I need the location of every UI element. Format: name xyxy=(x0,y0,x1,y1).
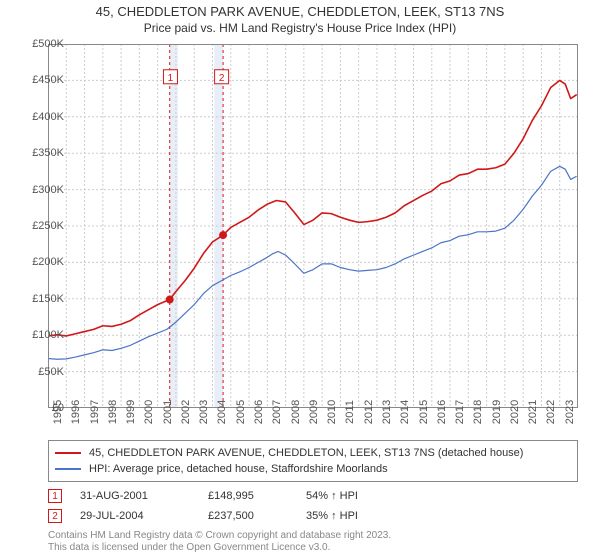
chart-title-block: 45, CHEDDLETON PARK AVENUE, CHEDDLETON, … xyxy=(0,0,600,35)
sale-row: 2 29-JUL-2004 £237,500 35% ↑ HPI xyxy=(48,506,578,526)
chart-title-line1: 45, CHEDDLETON PARK AVENUE, CHEDDLETON, … xyxy=(0,4,600,19)
legend: 45, CHEDDLETON PARK AVENUE, CHEDDLETON, … xyxy=(48,440,578,482)
legend-swatch xyxy=(55,452,81,454)
x-tick-label: 1997 xyxy=(89,400,101,424)
x-tick-label: 2019 xyxy=(491,400,503,424)
x-tick-label: 1995 xyxy=(52,400,64,424)
y-tick-label: £450K xyxy=(4,74,64,86)
x-tick-label: 2013 xyxy=(381,400,393,424)
y-tick-label: £300K xyxy=(4,184,64,196)
x-tick-label: 2002 xyxy=(180,400,192,424)
y-tick-label: £400K xyxy=(4,111,64,123)
svg-text:1: 1 xyxy=(168,73,174,84)
x-tick-label: 2007 xyxy=(271,400,283,424)
x-tick-label: 2008 xyxy=(290,400,302,424)
x-tick-label: 2022 xyxy=(545,400,557,424)
x-tick-label: 2016 xyxy=(436,400,448,424)
x-tick-label: 2012 xyxy=(363,400,375,424)
sale-row: 1 31-AUG-2001 £148,995 54% ↑ HPI xyxy=(48,486,578,506)
legend-label: 45, CHEDDLETON PARK AVENUE, CHEDDLETON, … xyxy=(89,445,523,461)
sale-date: 31-AUG-2001 xyxy=(80,490,190,502)
x-tick-label: 2023 xyxy=(564,400,576,424)
footnote-line2: This data is licensed under the Open Gov… xyxy=(48,542,578,554)
legend-row: 45, CHEDDLETON PARK AVENUE, CHEDDLETON, … xyxy=(55,445,571,461)
y-tick-label: £50K xyxy=(4,366,64,378)
x-tick-label: 2017 xyxy=(454,400,466,424)
x-tick-label: 2011 xyxy=(344,400,356,424)
x-tick-label: 2004 xyxy=(216,400,228,424)
sale-pct: 35% ↑ HPI xyxy=(306,510,396,522)
x-tick-label: 1996 xyxy=(70,400,82,424)
y-tick-label: £200K xyxy=(4,256,64,268)
x-tick-label: 2001 xyxy=(162,400,174,424)
legend-swatch xyxy=(55,468,81,470)
svg-text:2: 2 xyxy=(219,73,225,84)
sale-price: £237,500 xyxy=(208,510,288,522)
x-tick-label: 2006 xyxy=(253,400,265,424)
x-tick-label: 2000 xyxy=(143,400,155,424)
x-tick-label: 2018 xyxy=(472,400,484,424)
x-tick-label: 1999 xyxy=(125,400,137,424)
y-tick-label: £100K xyxy=(4,329,64,341)
y-tick-label: £150K xyxy=(4,293,64,305)
chart-title-line2: Price paid vs. HM Land Registry's House … xyxy=(0,21,600,35)
sales-table: 1 31-AUG-2001 £148,995 54% ↑ HPI 2 29-JUL-200… xyxy=(48,486,578,526)
x-tick-label: 2015 xyxy=(418,400,430,424)
sale-marker: 1 xyxy=(48,489,62,503)
x-tick-label: 2014 xyxy=(399,400,411,424)
y-tick-label: £500K xyxy=(4,38,64,50)
legend-label: HPI: Average price, detached house, Staf… xyxy=(89,461,388,477)
sale-pct: 54% ↑ HPI xyxy=(306,490,396,502)
x-tick-label: 2003 xyxy=(198,400,210,424)
x-tick-label: 2009 xyxy=(308,400,320,424)
x-tick-label: 1998 xyxy=(107,400,119,424)
x-tick-label: 2020 xyxy=(509,400,521,424)
sale-marker: 2 xyxy=(48,509,62,523)
y-tick-label: £350K xyxy=(4,147,64,159)
y-tick-label: £250K xyxy=(4,220,64,232)
x-tick-label: 2005 xyxy=(235,400,247,424)
footnote: Contains HM Land Registry data © Crown c… xyxy=(48,530,578,554)
legend-row: HPI: Average price, detached house, Staf… xyxy=(55,461,571,477)
x-tick-label: 2021 xyxy=(527,400,539,424)
sale-date: 29-JUL-2004 xyxy=(80,510,190,522)
chart-svg: 12 xyxy=(48,44,578,408)
x-tick-label: 2010 xyxy=(326,400,338,424)
chart-plot: 12 xyxy=(48,44,578,408)
sale-price: £148,995 xyxy=(208,490,288,502)
footnote-line1: Contains HM Land Registry data © Crown c… xyxy=(48,530,578,542)
